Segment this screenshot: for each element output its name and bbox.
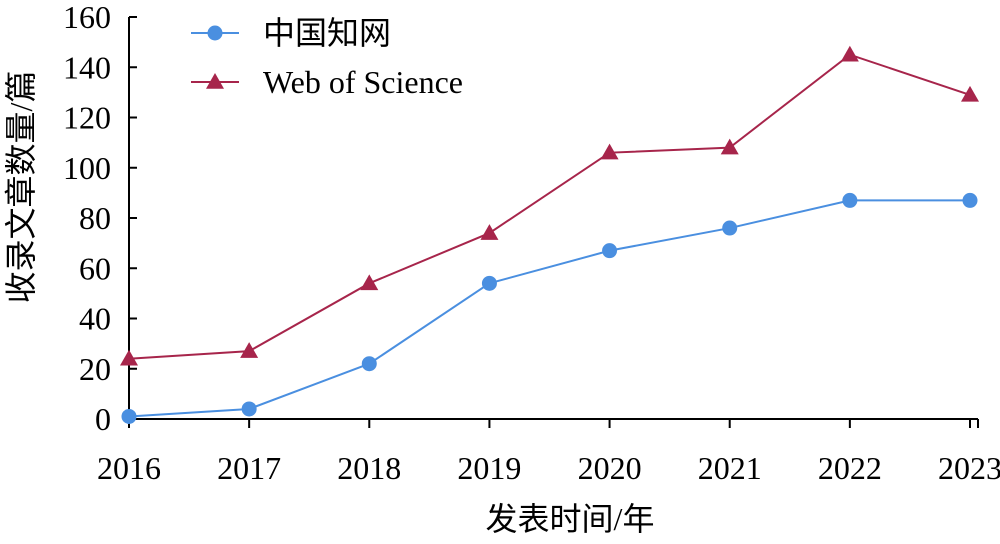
x-tick-label: 2019 <box>457 450 521 486</box>
y-tick-label: 80 <box>79 200 111 236</box>
data-point <box>840 45 859 62</box>
y-tick-label: 40 <box>79 301 111 337</box>
x-tick-label: 2021 <box>698 450 762 486</box>
legend: 中国知网 Web of Science <box>191 15 463 100</box>
series-line <box>128 199 970 418</box>
y-tick-label: 160 <box>63 0 111 35</box>
x-axis-title: 发表时间/年 <box>486 501 655 537</box>
series-1 <box>120 45 979 366</box>
x-tick-label: 2020 <box>578 450 642 486</box>
data-point <box>481 275 497 291</box>
data-point <box>720 138 739 155</box>
y-tick-label: 120 <box>63 100 111 136</box>
x-tick-label: 2016 <box>97 450 161 486</box>
series-0 <box>121 192 978 424</box>
y-axis-ticks: 0 20 40 60 80 100 120 140 160 <box>63 0 137 437</box>
data-point <box>842 192 858 208</box>
series-line <box>128 53 971 360</box>
y-tick-label: 60 <box>79 250 111 286</box>
data-point <box>240 342 259 358</box>
data-point <box>602 243 618 259</box>
legend-label: Web of Science <box>263 64 463 100</box>
x-axis-ticks: 2016 2017 2018 2019 2020 2021 2022 2023 <box>97 419 1000 486</box>
data-point <box>241 401 257 417</box>
legend-item: 中国知网 <box>191 15 391 51</box>
circle-marker-icon <box>207 25 223 41</box>
data-point <box>121 408 137 424</box>
y-tick-label: 0 <box>95 401 111 437</box>
y-tick-label: 20 <box>79 351 111 387</box>
data-point <box>480 224 499 240</box>
data-point <box>961 85 979 102</box>
legend-item: Web of Science <box>191 64 463 100</box>
x-tick-label: 2018 <box>337 450 401 486</box>
y-tick-label: 140 <box>63 49 111 85</box>
data-point <box>600 143 619 160</box>
y-axis-title: 收录文章数量/篇 <box>3 71 39 304</box>
legend-label: 中国知网 <box>263 15 391 51</box>
axes <box>128 17 978 420</box>
data-point <box>120 349 138 366</box>
triangle-marker-icon <box>206 73 224 89</box>
data-point <box>361 356 377 372</box>
x-tick-label: 2022 <box>818 450 882 486</box>
data-point <box>360 274 379 291</box>
x-tick-label: 2017 <box>217 450 281 486</box>
data-point <box>722 220 738 236</box>
data-point <box>962 192 978 208</box>
series-layer <box>120 45 979 424</box>
y-tick-label: 100 <box>63 150 111 186</box>
x-tick-label: 2023 <box>938 450 1000 486</box>
